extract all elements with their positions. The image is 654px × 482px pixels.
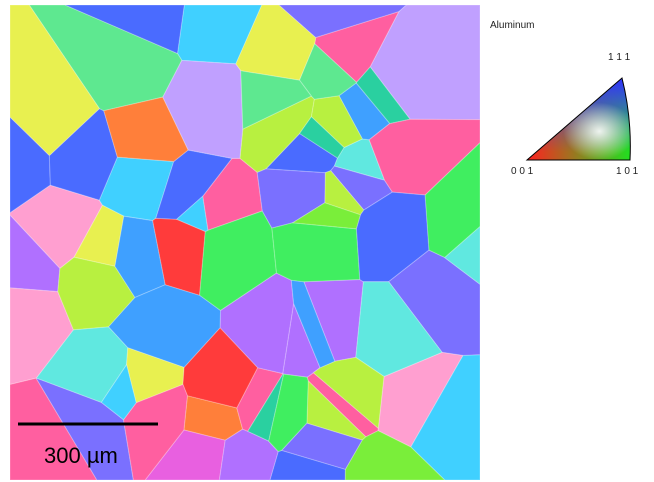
scale-bar-label: 300 µm	[44, 443, 118, 468]
legend-corner: 1 0 1	[616, 166, 639, 177]
legend-corner: 1 1 1	[608, 52, 631, 63]
grain-map	[10, 5, 480, 480]
legend-corner: 0 0 1	[511, 166, 534, 177]
figure: 300 µm Aluminum 1 1 1 0 0 1 1 0 1	[0, 0, 654, 482]
legend-title: Aluminum	[490, 20, 534, 31]
legend-outline	[527, 78, 630, 160]
ipf-legend	[527, 78, 630, 160]
grain	[272, 223, 360, 282]
